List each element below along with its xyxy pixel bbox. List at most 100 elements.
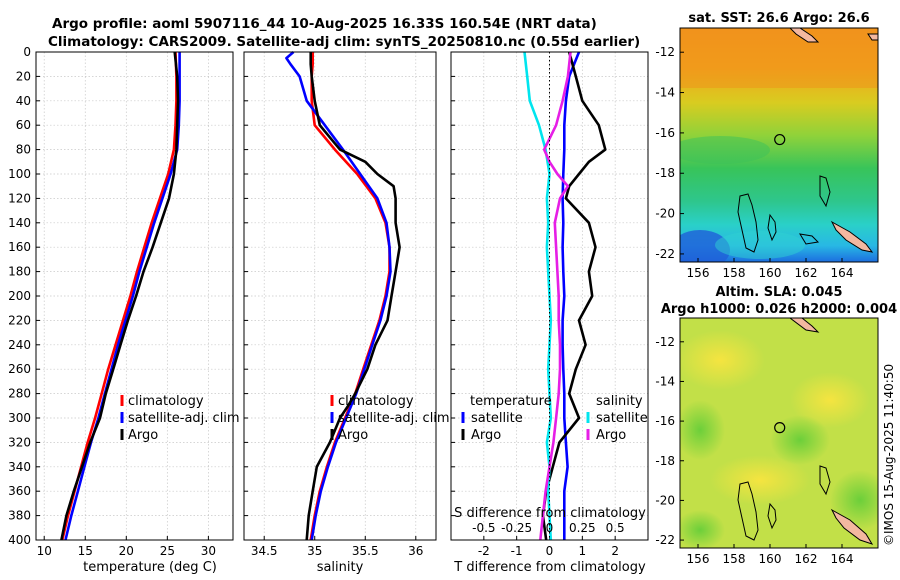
axes-frame xyxy=(35,51,234,541)
s-diff-tick-label: 0.5 xyxy=(606,521,625,535)
depth-tick-label: 240 xyxy=(8,338,31,352)
title-line-1: Argo profile: aoml 5907116_44 10-Aug-202… xyxy=(52,16,597,32)
sst-map-title: sat. SST: 26.6 Argo: 26.6 xyxy=(688,11,869,26)
series-line-t-argo xyxy=(541,51,607,541)
difference-panel: -2 -1 0 1 2 -0.5 -0.25 0 0.25 0.5 temperature salin… xyxy=(450,51,649,558)
x-tick-label: 15 xyxy=(78,544,93,558)
depth-tick-label: 180 xyxy=(8,265,31,279)
depth-tick-label: 280 xyxy=(8,387,31,401)
legend-salinity-title: salinity xyxy=(596,394,643,409)
depth-tick-label: 160 xyxy=(8,240,31,254)
legend-temperature-title: temperature xyxy=(470,394,552,409)
depth-tick-label: 140 xyxy=(8,216,31,230)
depth-tick-label: 80 xyxy=(16,143,31,157)
x-tick-label: 20 xyxy=(119,544,134,558)
map-x-tick-label: 162 xyxy=(795,266,818,280)
map-x-tick-label: 158 xyxy=(723,552,746,566)
depth-tick-label: 200 xyxy=(8,289,31,303)
legend-entry: climatology xyxy=(128,394,204,409)
depth-tick-label: 20 xyxy=(16,69,31,83)
depth-tick-label: 340 xyxy=(8,460,31,474)
legend-entry: climatology xyxy=(338,394,414,409)
map-y-tick-label: -20 xyxy=(655,207,675,221)
sla-map-title-1: Altim. SLA: 0.045 xyxy=(716,285,843,300)
legend-entry: satellite-adj. clim xyxy=(338,411,450,426)
depth-tick-label: 120 xyxy=(8,191,31,205)
map-x-tick-label: 162 xyxy=(795,552,818,566)
salinity-panel: 34.5 35 35.5 36 climatology satellite-adj. cl… xyxy=(243,51,450,558)
map-x-tick-label: 164 xyxy=(831,266,854,280)
land-polygon xyxy=(830,220,874,253)
legend-entry: Argo xyxy=(471,428,501,443)
map-y-tick-label: -18 xyxy=(655,166,675,180)
legend-entry: satellite xyxy=(471,411,523,426)
sla-map: Altim. SLA: 0.045 Argo h1000: 0.026 h200… xyxy=(655,285,897,566)
depth-tick-label: 300 xyxy=(8,411,31,425)
x-tick-label: 10 xyxy=(37,544,52,558)
map-y-tick-label: -22 xyxy=(655,247,675,261)
map-x-tick-label: 158 xyxy=(723,266,746,280)
series-line-satellite-adj-clim xyxy=(64,52,181,541)
legend-entry: satellite xyxy=(596,411,648,426)
map-y-tick-label: -22 xyxy=(655,533,675,547)
legend-entry: Argo xyxy=(338,428,368,443)
series-line-satellite-adj-clim xyxy=(285,51,392,541)
x-tick-label: 0 xyxy=(546,544,554,558)
legend-entry: Argo xyxy=(128,428,158,443)
salinity-xlabel: salinity xyxy=(317,560,364,575)
depth-axis: 0 20 40 60 80 100 120 140 160 180 200 220 240 260 280 3… xyxy=(8,45,31,547)
map-x-tick-label: 160 xyxy=(759,266,782,280)
axes-frame xyxy=(450,51,649,541)
depth-tick-label: 260 xyxy=(8,362,31,376)
s-diff-tick-label: 0 xyxy=(546,521,554,535)
x-tick-label: 36 xyxy=(408,544,423,558)
x-tick-label: 35.5 xyxy=(352,544,379,558)
s-diff-tick-label: 0.25 xyxy=(569,521,596,535)
x-tick-label: 34.5 xyxy=(251,544,278,558)
map-y-tick-label: -14 xyxy=(655,374,675,388)
land-polygon xyxy=(830,508,874,545)
map-y-tick-label: -16 xyxy=(655,414,675,428)
series-line-climatology xyxy=(61,51,178,541)
axes-frame xyxy=(243,51,437,541)
depth-tick-label: 0 xyxy=(23,45,31,59)
depth-tick-label: 400 xyxy=(8,533,31,547)
sla-map-title-2: Argo h1000: 0.026 h2000: 0.004 xyxy=(661,302,897,317)
x-tick-label: 30 xyxy=(201,544,216,558)
depth-tick-label: 100 xyxy=(8,167,31,181)
map-y-tick-label: -16 xyxy=(655,126,675,140)
map-y-tick-label: -18 xyxy=(655,454,675,468)
sst-map: sat. SST: 26.6 Argo: 26.6 156 158 160 162 16… xyxy=(655,11,879,280)
map-x-tick-label: 156 xyxy=(687,552,710,566)
series-line-argo xyxy=(60,51,180,541)
title-line-2: Climatology: CARS2009. Satellite-adj cli… xyxy=(48,34,640,50)
depth-tick-label: 40 xyxy=(16,94,31,108)
map-y-tick-label: -20 xyxy=(655,493,675,507)
x-tick-label: -2 xyxy=(478,544,490,558)
x-tick-label: -1 xyxy=(511,544,523,558)
map-y-tick-label: -12 xyxy=(655,335,675,349)
x-tick-label: 35 xyxy=(307,544,322,558)
argo-position-marker xyxy=(774,133,786,146)
depth-tick-label: 360 xyxy=(8,484,31,498)
legend-entry: satellite-adj. clim xyxy=(128,411,240,426)
temperature-panel: 10 15 20 25 30 climatology satellite-adj. clim… xyxy=(35,51,240,558)
map-y-tick-label: -12 xyxy=(655,45,675,59)
x-tick-label: 2 xyxy=(611,544,619,558)
temperature-xlabel: temperature (deg C) xyxy=(83,560,217,575)
difference-xlabel: T difference from climatology xyxy=(453,560,646,575)
depth-tick-label: 380 xyxy=(8,509,31,523)
land-polygon xyxy=(789,318,820,333)
s-diff-tick-label: -0.25 xyxy=(501,521,532,535)
depth-tick-label: 320 xyxy=(8,435,31,449)
legend-entry: Argo xyxy=(596,428,626,443)
imos-timestamp: ©IMOS 15-Aug-2025 11:40:50 xyxy=(882,364,896,546)
x-tick-label: 1 xyxy=(579,544,587,558)
difference-top-xlabel: S difference from climatology xyxy=(454,506,646,521)
map-x-tick-label: 160 xyxy=(759,552,782,566)
land-polygon xyxy=(789,28,820,43)
map-x-tick-label: 156 xyxy=(687,266,710,280)
depth-tick-label: 60 xyxy=(16,118,31,132)
x-tick-label: 25 xyxy=(160,544,175,558)
